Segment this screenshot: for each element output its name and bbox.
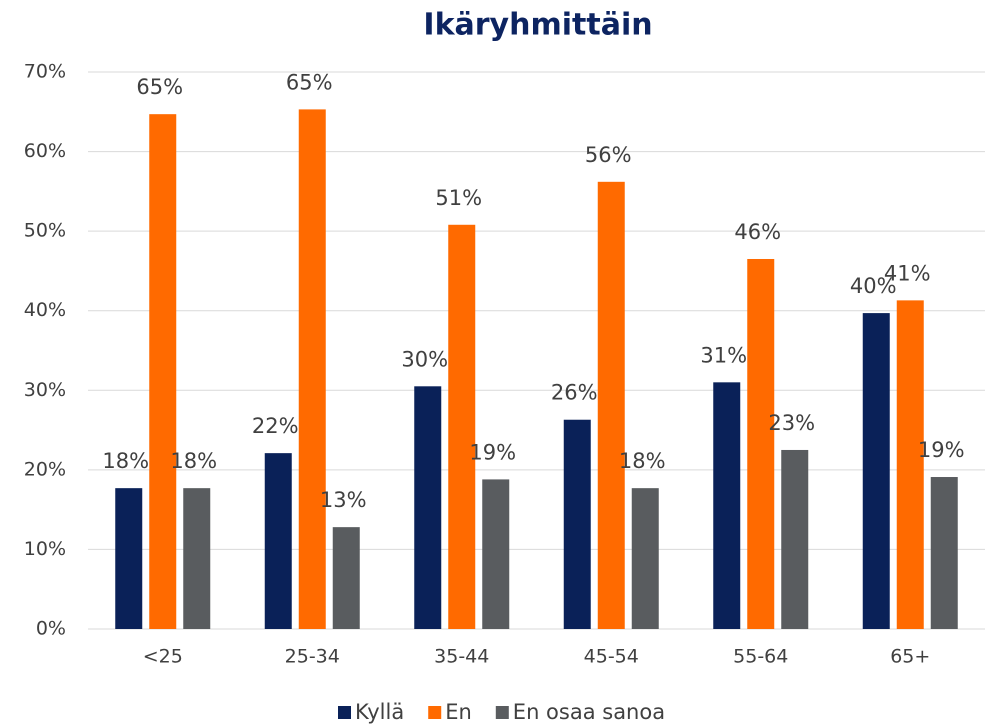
value-label: 40% <box>850 274 897 298</box>
bar <box>747 258 775 629</box>
bar <box>631 488 659 629</box>
bar <box>713 382 741 629</box>
bar <box>183 488 211 629</box>
value-label: 51% <box>435 186 482 210</box>
y-tick-label: 30% <box>24 379 66 401</box>
bar <box>597 181 625 629</box>
bar <box>332 527 360 629</box>
value-label: 26% <box>551 381 598 405</box>
x-tick-label: <25 <box>143 646 183 668</box>
legend-label: Kyllä <box>355 700 404 724</box>
value-label: 41% <box>884 261 931 285</box>
y-tick-label: 70% <box>24 61 66 83</box>
bar <box>896 300 924 629</box>
value-label: 13% <box>320 488 367 512</box>
legend-swatch <box>428 706 442 719</box>
value-label: 22% <box>252 414 299 438</box>
value-label: 65% <box>136 75 183 99</box>
value-label: 19% <box>918 438 965 462</box>
value-label: 30% <box>401 347 448 371</box>
value-label: 18% <box>619 449 666 473</box>
value-label: 31% <box>700 343 747 367</box>
x-tick-label: 55-64 <box>733 646 788 668</box>
legend-label: En osaa sanoa <box>513 700 665 724</box>
bar <box>482 479 510 629</box>
y-tick-label: 0% <box>36 618 66 640</box>
value-label: 23% <box>768 411 815 435</box>
bar <box>448 224 476 629</box>
value-label: 56% <box>585 143 632 167</box>
bar <box>781 449 809 629</box>
bar <box>414 386 442 629</box>
bar <box>149 114 177 630</box>
y-tick-label: 60% <box>24 140 66 162</box>
bar <box>264 453 292 629</box>
legend-swatch <box>495 706 509 719</box>
value-label: 46% <box>734 220 781 244</box>
chart-title: Ikäryhmittäin <box>423 8 652 43</box>
x-tick-label: 65+ <box>890 646 930 668</box>
value-label: 18% <box>102 449 149 473</box>
y-tick-label: 50% <box>24 220 66 242</box>
value-label: 19% <box>469 440 516 464</box>
x-tick-label: 35-44 <box>434 646 489 668</box>
y-tick-label: 40% <box>24 299 66 321</box>
value-label: 65% <box>286 70 333 94</box>
bar <box>862 313 890 629</box>
x-tick-label: 45-54 <box>584 646 639 668</box>
value-label: 18% <box>170 449 217 473</box>
legend-label: En <box>445 700 472 724</box>
y-tick-label: 10% <box>24 538 66 560</box>
y-tick-label: 20% <box>24 458 66 480</box>
bar <box>563 419 591 629</box>
x-tick-label: 25-34 <box>285 646 340 668</box>
bar <box>115 488 143 629</box>
bar <box>298 109 326 630</box>
bar <box>930 477 958 629</box>
legend-swatch <box>338 706 351 719</box>
